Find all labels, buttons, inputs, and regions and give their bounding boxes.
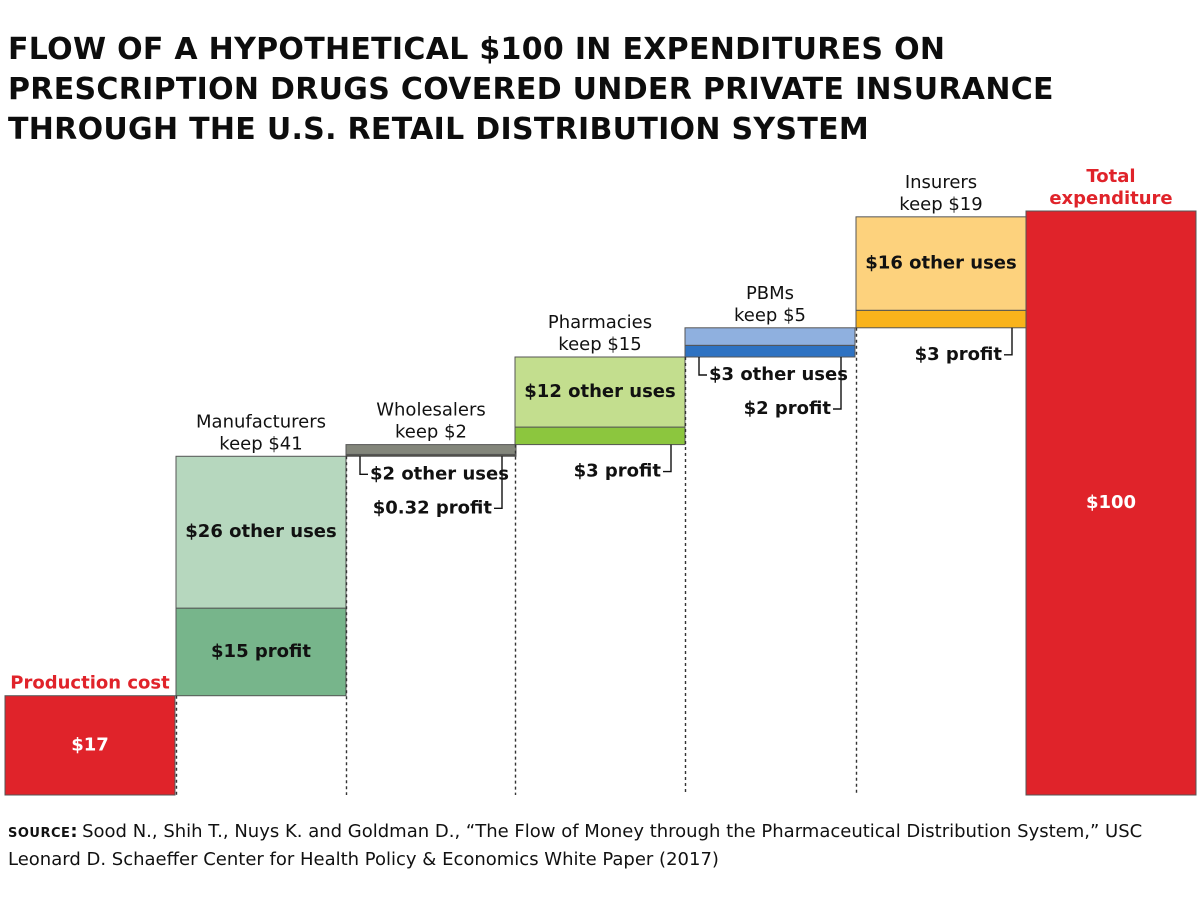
bar-segment-5-1 <box>684 344 856 358</box>
bar-segment-6-1 <box>855 309 1027 329</box>
bar-segment-6-2 <box>855 216 1027 311</box>
callout-bracket-6-1 <box>1004 327 1013 356</box>
category-header-1-line-1: Production cost <box>10 673 170 694</box>
category-header-3-line-1: Wholesalers <box>376 400 486 421</box>
bar-segment-2-1 <box>175 607 347 697</box>
category-header-2-line-1: Manufacturers <box>196 411 326 432</box>
category-header-5-line-1: PBMs <box>746 283 794 304</box>
segment-label-4-2: $12 other uses <box>524 381 675 402</box>
chart-title: FLOW OF A HYPOTHETICAL $100 IN EXPENDITU… <box>8 30 1188 150</box>
source-note: source: Sood N., Shih T., Nuys K. and Gol… <box>8 818 1188 874</box>
chart-title-line-2: PRESCRIPTION DRUGS COVERED UNDER PRIVATE… <box>8 72 1054 107</box>
category-header-6-line-2: keep $19 <box>899 194 982 215</box>
bar-segment-5-2 <box>684 327 856 346</box>
segment-label-4-1: $3 profit <box>574 461 662 482</box>
segment-label-7-1: $100 <box>1086 492 1136 513</box>
bar-segment-7-1 <box>1025 210 1197 796</box>
category-header-2-line-2: keep $41 <box>219 433 302 454</box>
category-header-6-line-1: Insurers <box>905 172 977 193</box>
category-header-4-line-1: Pharmacies <box>548 312 652 333</box>
callout-bracket-5-1 <box>833 357 842 410</box>
category-header-7-line-2: expenditure <box>1049 188 1172 209</box>
segment-label-6-1: $3 profit <box>915 344 1003 365</box>
chart-title-line-1: FLOW OF A HYPOTHETICAL $100 IN EXPENDITU… <box>8 32 946 67</box>
category-header-3-line-2: keep $2 <box>395 422 467 443</box>
bar-segment-3-2 <box>345 444 517 455</box>
source-label: source: <box>8 821 79 842</box>
bar-segment-1-1 <box>4 695 176 796</box>
callout-bracket-4-1 <box>663 444 672 473</box>
segment-label-5-1: $2 profit <box>744 398 832 419</box>
segment-label-2-2: $26 other uses <box>185 521 336 542</box>
segment-label-2-1: $15 profit <box>211 641 311 662</box>
category-header-4-line-2: keep $15 <box>558 334 641 355</box>
callout-bracket-3-1 <box>494 456 503 509</box>
segment-label-1-1: $17 <box>71 734 109 755</box>
segment-label-3-1: $0.32 profit <box>373 497 493 518</box>
chart-title-line-3: THROUGH THE U.S. RETAIL DISTRIBUTION SYS… <box>8 112 870 147</box>
callout-bracket-5-2 <box>698 357 707 376</box>
category-header-7-line-1: Total <box>1086 166 1135 187</box>
segment-label-3-2: $2 other uses <box>370 463 509 484</box>
segment-label-6-2: $16 other uses <box>865 253 1016 274</box>
source-text: Sood N., Shih T., Nuys K. and Goldman D.… <box>8 821 1143 870</box>
category-header-5-line-2: keep $5 <box>734 305 806 326</box>
bar-segment-4-2 <box>514 356 686 428</box>
callout-bracket-3-2 <box>359 456 368 475</box>
bar-segment-2-2 <box>175 455 347 609</box>
bar-segment-4-1 <box>514 426 686 446</box>
segment-label-5-2: $3 other uses <box>709 364 848 385</box>
